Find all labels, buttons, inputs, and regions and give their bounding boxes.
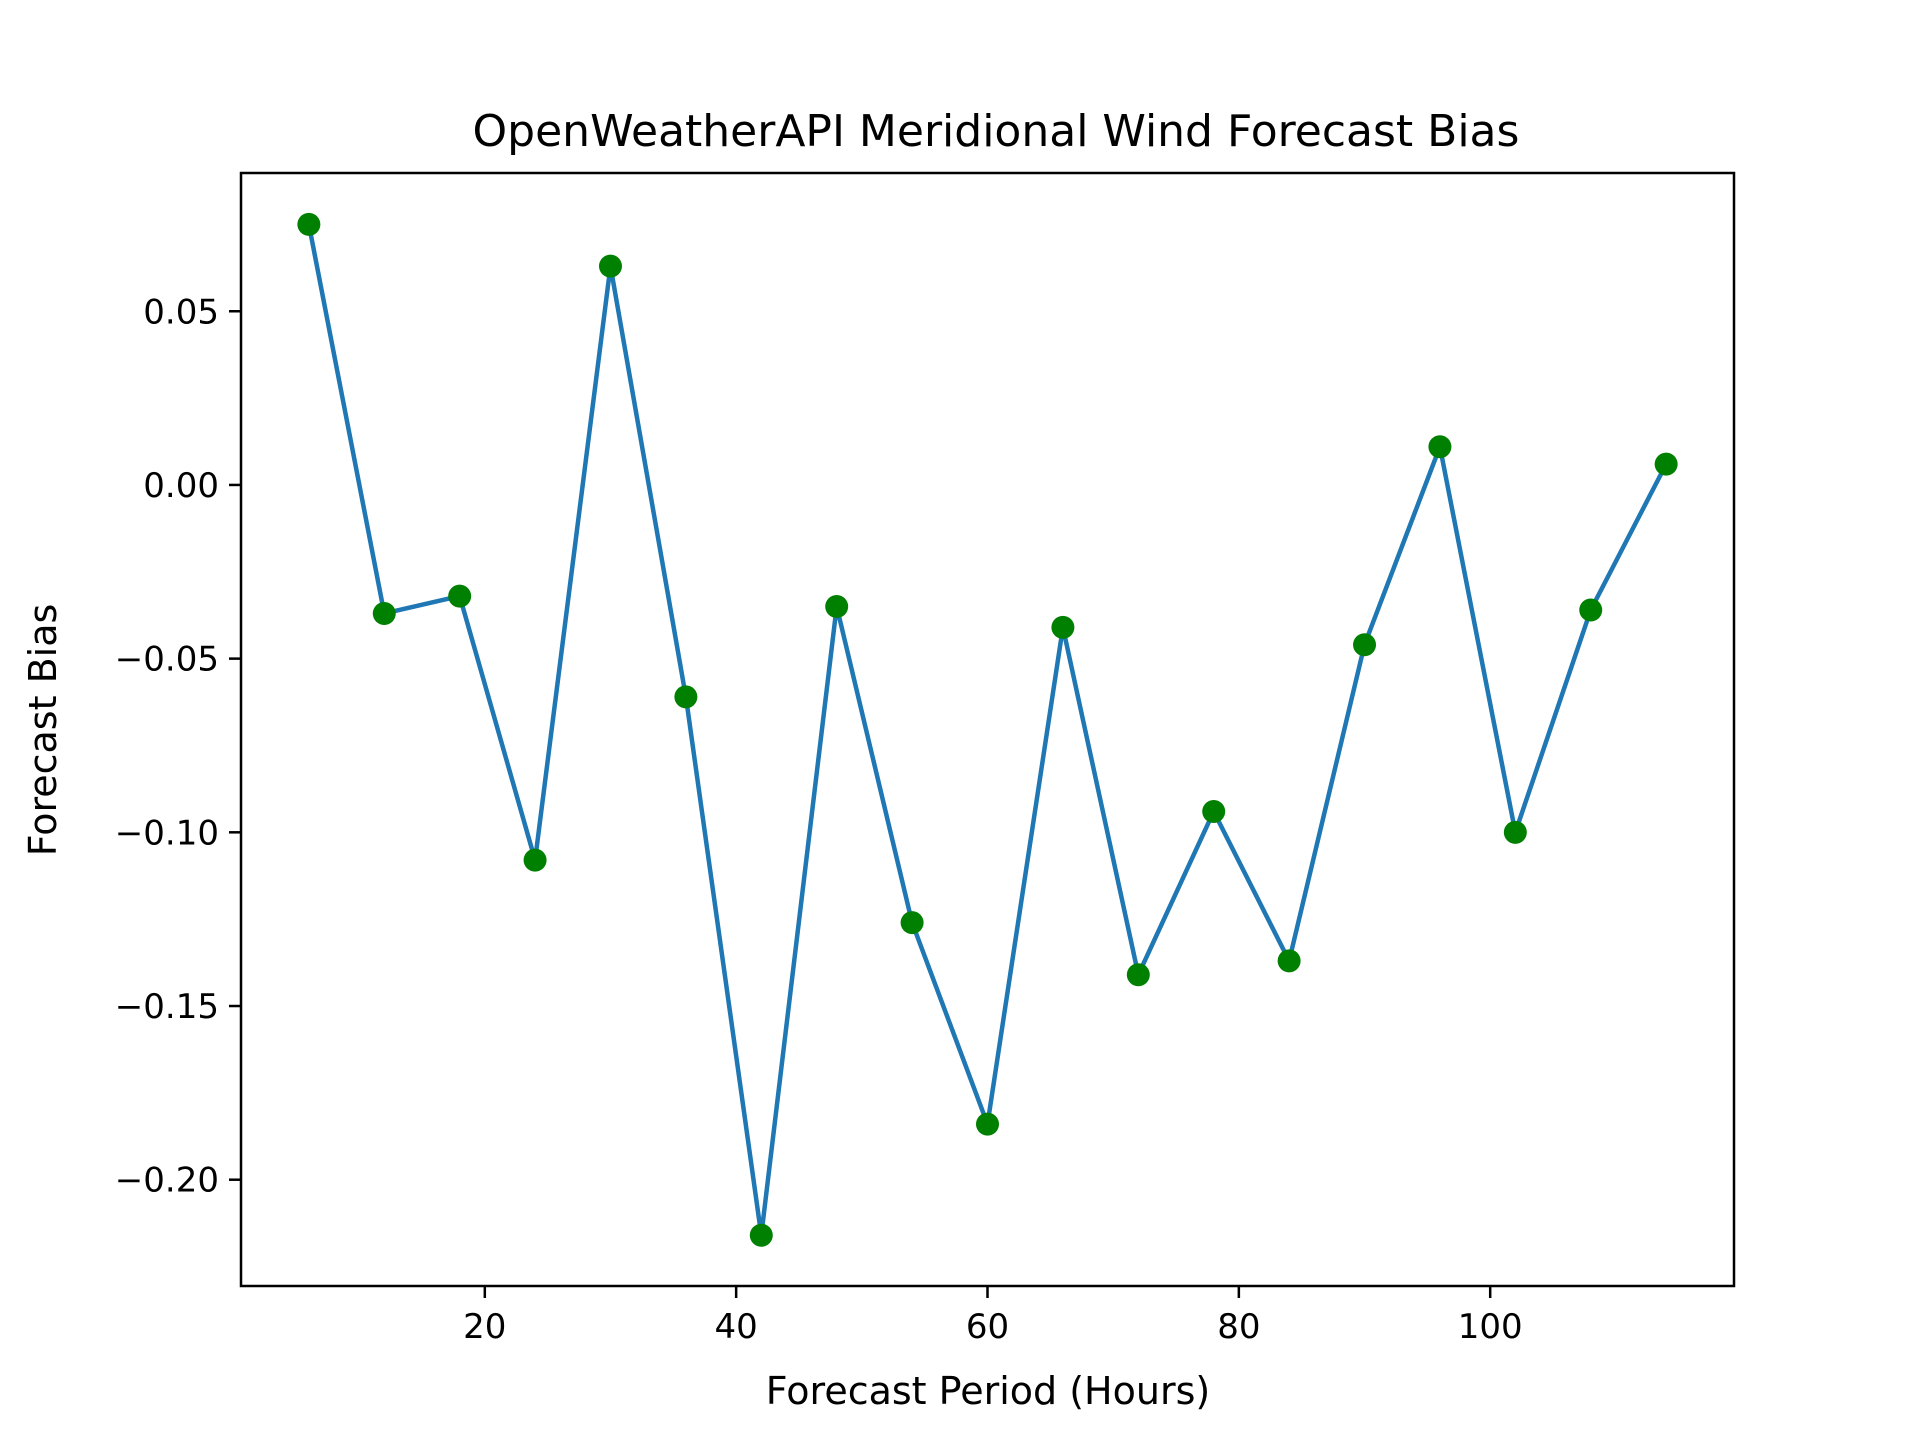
y-axis-label: Forecast Bias — [21, 604, 65, 857]
x-tick-label: 80 — [1217, 1307, 1260, 1347]
data-point — [523, 848, 547, 872]
data-point — [825, 595, 849, 619]
data-point — [900, 911, 924, 935]
data-point — [749, 1223, 773, 1247]
x-tick-label: 40 — [715, 1307, 758, 1347]
data-point — [1579, 598, 1603, 622]
x-tick-label: 60 — [966, 1307, 1009, 1347]
data-point — [372, 601, 396, 625]
data-point — [297, 212, 321, 236]
y-tick-label: 0.05 — [143, 292, 219, 332]
data-point — [1202, 799, 1226, 823]
data-point — [1503, 820, 1527, 844]
data-point — [1277, 949, 1301, 973]
y-tick-label: −0.15 — [115, 987, 219, 1027]
y-tick-label: −0.10 — [115, 813, 219, 853]
data-point — [1428, 435, 1452, 459]
x-tick-label: 20 — [463, 1307, 506, 1347]
data-point — [1353, 633, 1377, 657]
y-tick-label: −0.05 — [115, 640, 219, 680]
chart-title: OpenWeatherAPI Meridional Wind Forecast … — [473, 106, 1520, 157]
x-tick-label: 100 — [1458, 1307, 1523, 1347]
y-axis-ticks: 0.05 0.00 −0.05 −0.10 −0.15 −0.20 — [115, 292, 241, 1201]
data-point — [1654, 452, 1678, 476]
x-axis-ticks: 20 40 60 80 100 — [463, 1286, 1523, 1347]
data-point — [1051, 615, 1075, 639]
data-point — [1126, 963, 1150, 987]
y-tick-label: 0.00 — [143, 466, 219, 506]
data-point — [976, 1112, 999, 1136]
data-point — [598, 254, 622, 278]
x-axis-label: Forecast Period (Hours) — [766, 1369, 1210, 1413]
y-tick-label: −0.20 — [115, 1161, 219, 1201]
data-point — [674, 685, 698, 709]
data-point — [448, 584, 472, 608]
axes-frame — [239, 171, 1736, 1288]
plot-area — [297, 212, 1678, 1247]
